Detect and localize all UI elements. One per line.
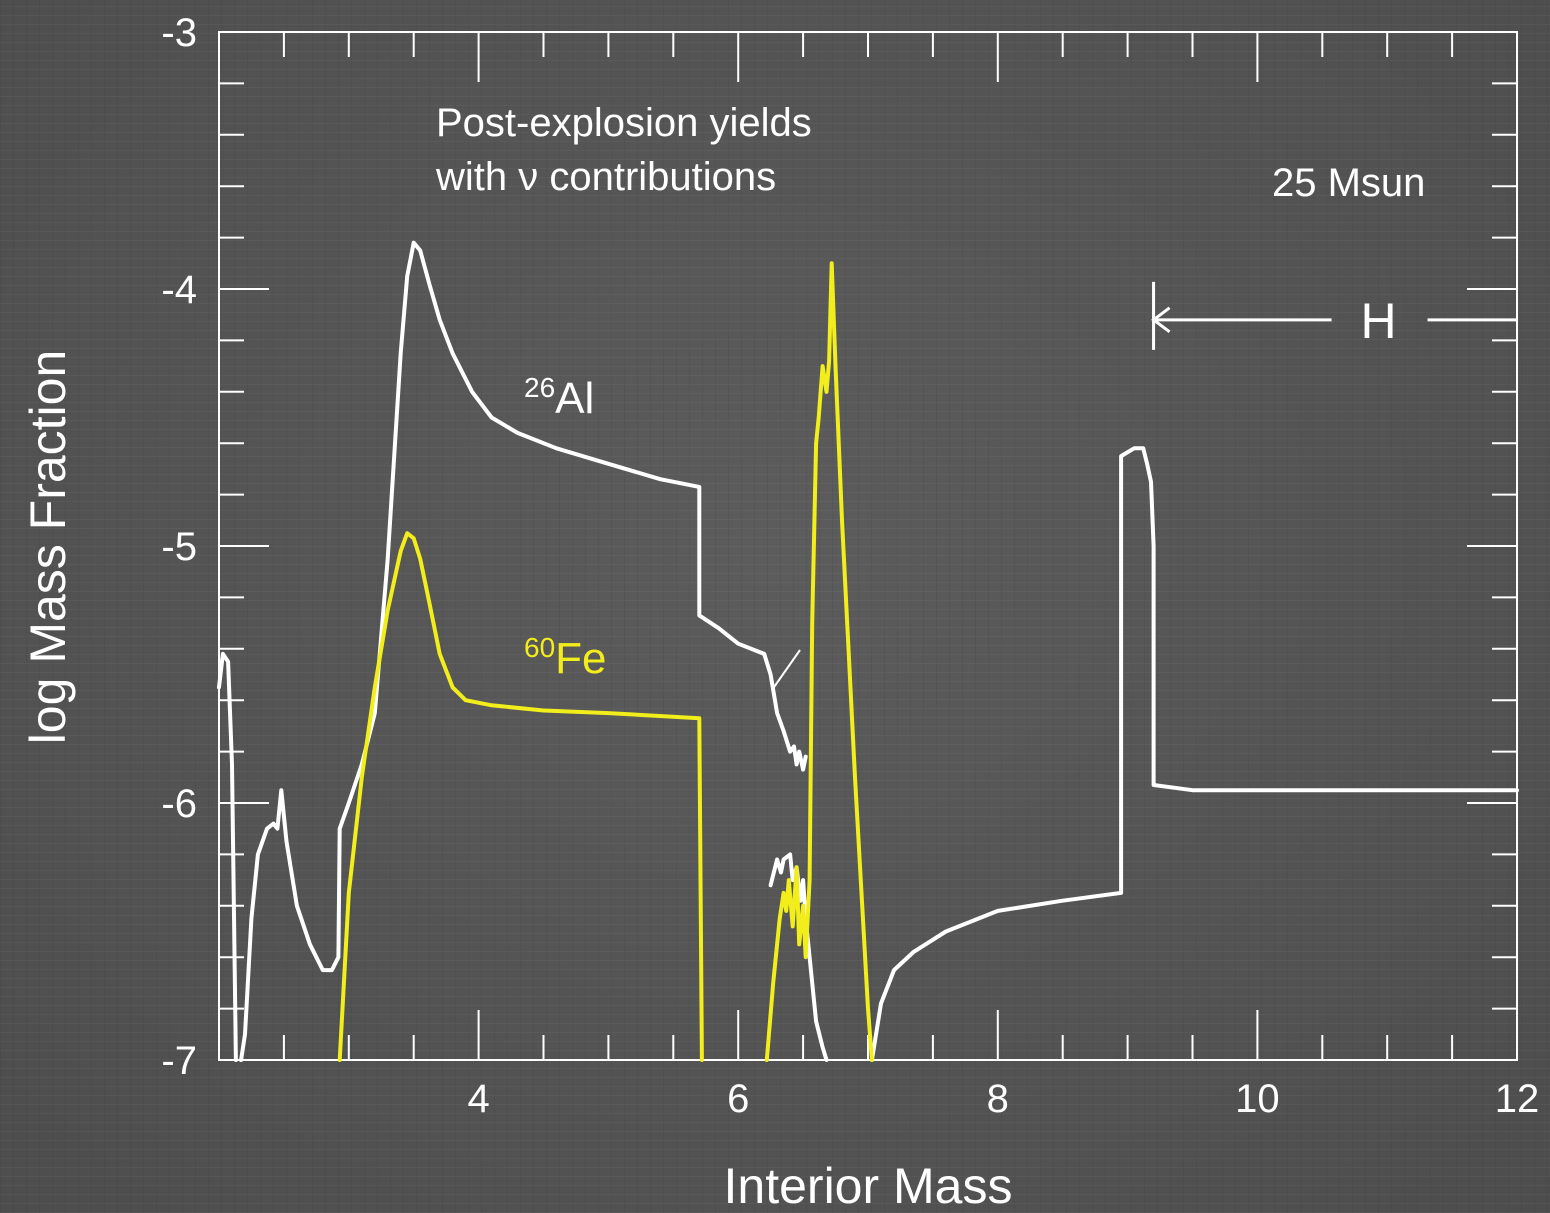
series-label-fe60: 60Fe [524, 632, 607, 683]
y-tick-label: -6 [161, 782, 197, 826]
y-tick-label: -7 [161, 1039, 197, 1083]
x-tick-label: 12 [1495, 1077, 1540, 1121]
fe60-label-element: Fe [555, 634, 606, 683]
x-tick-label: 6 [727, 1077, 749, 1121]
h-label: H [1361, 293, 1397, 349]
x-tick-labels: 4 6 8 10 12 [467, 1077, 1539, 1121]
series-line-60fe [337, 531, 704, 1062]
x-axis-title: Interior Mass [724, 1158, 1013, 1213]
y-tick-label: -3 [161, 11, 197, 55]
series-lines [217, 240, 1519, 1062]
x-tick-label: 10 [1235, 1077, 1280, 1121]
al26-label-superscript: 26 [524, 372, 555, 403]
annotation-line-2: with ν contributions [435, 155, 776, 199]
y-tick-label: -4 [161, 268, 197, 312]
y-tick-labels: -3 -4 -5 -6 -7 [161, 11, 197, 1083]
series-label-al26: 26Al [524, 372, 594, 423]
y-tick-label: -5 [161, 525, 197, 569]
axis-ticks [218, 31, 1518, 1061]
series-line-26al [869, 446, 1519, 1062]
x-tick-label: 8 [987, 1077, 1009, 1121]
al26-pointer-line [771, 649, 801, 691]
x-tick-label: 4 [467, 1077, 489, 1121]
h-region-marker: H [1151, 281, 1517, 350]
y-axis-title: log Mass Fraction [20, 350, 76, 745]
mass-label: 25 Msun [1272, 161, 1425, 205]
series-line-60fe [764, 261, 874, 1062]
series-line-26al [217, 651, 238, 1062]
fe60-label-superscript: 60 [524, 632, 555, 663]
al26-label-element: Al [555, 374, 594, 423]
annotation-line-1: Post-explosion yields [436, 101, 812, 145]
h-marker-arrowhead [1151, 306, 1171, 334]
